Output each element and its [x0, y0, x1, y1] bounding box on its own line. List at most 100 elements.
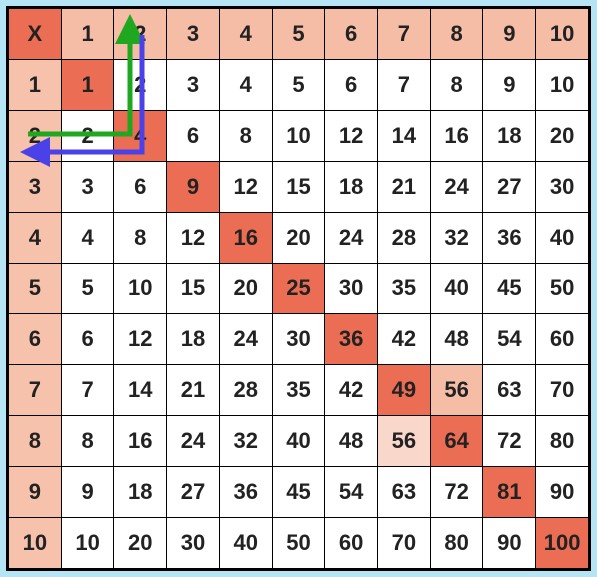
mult-table-grid: X123456789101123456789102246810121416182… — [8, 8, 589, 569]
product-cell: 48 — [430, 314, 483, 365]
product-cell: 36 — [219, 467, 272, 518]
product-cell: 4 — [61, 212, 114, 263]
col-header: 9 — [483, 9, 536, 60]
row-header: 6 — [9, 314, 62, 365]
product-cell: 10 — [272, 110, 325, 161]
product-cell: 21 — [378, 161, 431, 212]
product-cell: 35 — [272, 365, 325, 416]
product-cell: 20 — [272, 212, 325, 263]
product-cell: 90 — [483, 518, 536, 569]
product-cell: 2 — [61, 110, 114, 161]
product-cell: 9 — [61, 467, 114, 518]
product-cell: 30 — [167, 518, 220, 569]
col-header: 8 — [430, 9, 483, 60]
product-cell: 60 — [325, 518, 378, 569]
product-cell: 63 — [483, 365, 536, 416]
product-cell: 70 — [536, 365, 589, 416]
page-background: X123456789101123456789102246810121416182… — [0, 0, 597, 577]
product-cell: 4 — [219, 59, 272, 110]
row-header: 10 — [9, 518, 62, 569]
product-cell: 45 — [483, 263, 536, 314]
product-cell: 28 — [378, 212, 431, 263]
product-cell: 72 — [430, 467, 483, 518]
product-cell: 40 — [430, 263, 483, 314]
product-cell: 45 — [272, 467, 325, 518]
row-header: 9 — [9, 467, 62, 518]
col-header: 2 — [114, 9, 167, 60]
product-cell: 6 — [325, 59, 378, 110]
product-cell: 80 — [536, 416, 589, 467]
row-header: 7 — [9, 365, 62, 416]
col-header: 6 — [325, 9, 378, 60]
product-cell: 80 — [430, 518, 483, 569]
product-cell: 63 — [378, 467, 431, 518]
product-cell: 50 — [272, 518, 325, 569]
product-cell: 42 — [378, 314, 431, 365]
product-cell: 25 — [272, 263, 325, 314]
row-header: 1 — [9, 59, 62, 110]
product-cell: 35 — [378, 263, 431, 314]
product-cell: 12 — [325, 110, 378, 161]
col-header: 3 — [167, 9, 220, 60]
product-cell: 36 — [483, 212, 536, 263]
product-cell: 60 — [536, 314, 589, 365]
product-cell: 56 — [378, 416, 431, 467]
col-header: 10 — [536, 9, 589, 60]
product-cell: 81 — [483, 467, 536, 518]
product-cell: 7 — [378, 59, 431, 110]
product-cell: 6 — [61, 314, 114, 365]
col-header: 4 — [219, 9, 272, 60]
product-cell: 15 — [167, 263, 220, 314]
product-cell: 16 — [219, 212, 272, 263]
product-cell: 12 — [167, 212, 220, 263]
product-cell: 14 — [378, 110, 431, 161]
row-header: 4 — [9, 212, 62, 263]
product-cell: 18 — [483, 110, 536, 161]
product-cell: 16 — [430, 110, 483, 161]
product-cell: 7 — [61, 365, 114, 416]
product-cell: 90 — [536, 467, 589, 518]
product-cell: 24 — [219, 314, 272, 365]
product-cell: 8 — [114, 212, 167, 263]
product-cell: 3 — [61, 161, 114, 212]
multiplication-table: X123456789101123456789102246810121416182… — [6, 6, 591, 571]
product-cell: 40 — [272, 416, 325, 467]
product-cell: 54 — [483, 314, 536, 365]
product-cell: 42 — [325, 365, 378, 416]
product-cell: 1 — [61, 59, 114, 110]
product-cell: 27 — [483, 161, 536, 212]
product-cell: 2 — [114, 59, 167, 110]
product-cell: 8 — [61, 416, 114, 467]
product-cell: 24 — [325, 212, 378, 263]
product-cell: 54 — [325, 467, 378, 518]
product-cell: 49 — [378, 365, 431, 416]
product-cell: 48 — [325, 416, 378, 467]
product-cell: 5 — [61, 263, 114, 314]
col-header: 1 — [61, 9, 114, 60]
product-cell: 12 — [114, 314, 167, 365]
product-cell: 70 — [378, 518, 431, 569]
product-cell: 8 — [219, 110, 272, 161]
product-cell: 50 — [536, 263, 589, 314]
product-cell: 16 — [114, 416, 167, 467]
product-cell: 30 — [536, 161, 589, 212]
product-cell: 10 — [114, 263, 167, 314]
product-cell: 5 — [272, 59, 325, 110]
product-cell: 40 — [219, 518, 272, 569]
product-cell: 9 — [483, 59, 536, 110]
product-cell: 24 — [430, 161, 483, 212]
product-cell: 72 — [483, 416, 536, 467]
product-cell: 9 — [167, 161, 220, 212]
row-header: 3 — [9, 161, 62, 212]
product-cell: 32 — [219, 416, 272, 467]
product-cell: 18 — [114, 467, 167, 518]
product-cell: 36 — [325, 314, 378, 365]
product-cell: 27 — [167, 467, 220, 518]
product-cell: 64 — [430, 416, 483, 467]
product-cell: 10 — [61, 518, 114, 569]
row-header: 2 — [9, 110, 62, 161]
product-cell: 30 — [325, 263, 378, 314]
product-cell: 6 — [167, 110, 220, 161]
product-cell: 12 — [219, 161, 272, 212]
product-cell: 20 — [114, 518, 167, 569]
